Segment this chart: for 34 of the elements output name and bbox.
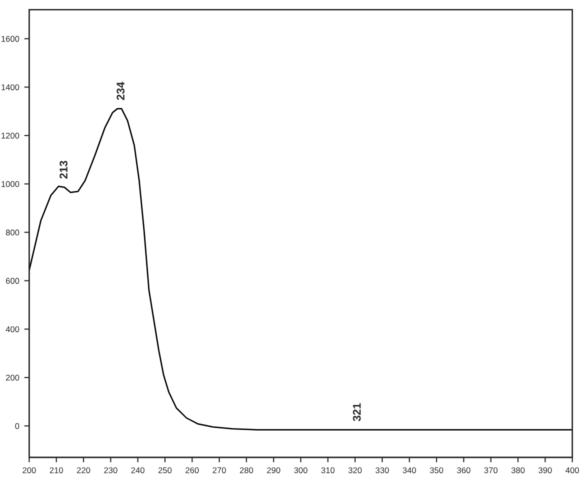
- annotation: 234: [116, 82, 125, 100]
- x-tick-label: 270: [212, 467, 226, 474]
- y-tick-label: 600: [6, 278, 20, 284]
- x-tick-label: 260: [186, 467, 199, 474]
- y-tick-label: 1600: [2, 36, 20, 42]
- x-tick-label: 370: [484, 467, 498, 474]
- x-tick-label: 400: [566, 467, 579, 474]
- y-tick-label: 0: [15, 423, 20, 430]
- y-tick-label: 400: [6, 326, 20, 332]
- y-tick-label: 200: [6, 374, 20, 381]
- x-tick-label: 220: [76, 467, 90, 474]
- x-tick-label: 210: [50, 467, 63, 474]
- x-tick-label: 250: [158, 467, 172, 474]
- x-tick-label: 330: [376, 467, 389, 474]
- x-tick-label: 350: [430, 467, 444, 474]
- annotation: 321: [352, 403, 361, 422]
- x-tick-label: 290: [267, 467, 280, 474]
- y-tick-label: 800: [6, 230, 20, 236]
- x-tick-label: 390: [538, 467, 552, 474]
- line-series: [29, 108, 572, 430]
- y-tick-label: 1200: [2, 132, 20, 139]
- x-tick-label: 310: [321, 467, 335, 474]
- y-tick-label: 1000: [2, 181, 20, 188]
- x-tick-label: 380: [511, 467, 525, 474]
- x-tick-label: 300: [294, 467, 308, 474]
- x-tick-label: 240: [131, 467, 144, 474]
- y-tick-label: 1400: [2, 84, 20, 90]
- x-tick-label: 340: [402, 467, 416, 474]
- annotation: 213: [60, 160, 68, 179]
- x-tick-label: 280: [240, 467, 254, 474]
- x-tick-label: 320: [348, 467, 362, 474]
- x-tick-label: 200: [22, 467, 36, 474]
- x-tick-label: 230: [104, 467, 118, 474]
- x-tick-label: 360: [457, 467, 470, 474]
